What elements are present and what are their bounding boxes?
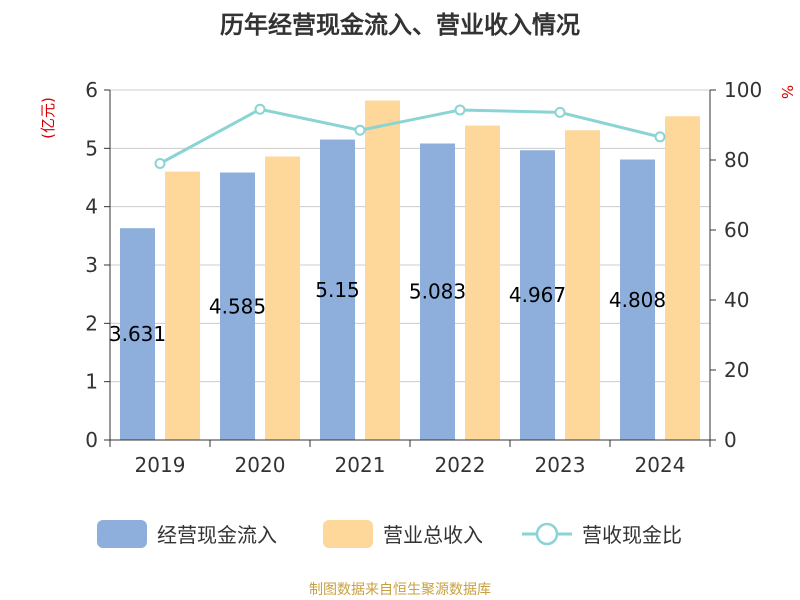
data-label: 4.967 xyxy=(509,283,566,307)
bar-cash-inflow xyxy=(120,228,155,440)
bar-revenue xyxy=(365,100,400,440)
data-label: 5.083 xyxy=(409,280,466,304)
bar-revenue xyxy=(665,116,700,440)
bar-revenue xyxy=(565,130,600,440)
x-tick-label: 2021 xyxy=(335,453,386,477)
left-tick-label: 1 xyxy=(85,370,98,394)
data-labels: 3.631 4.585 5.15 5.083 4.967 4.808 xyxy=(109,278,666,346)
left-axis-unit: (亿元) xyxy=(39,97,57,139)
ratio-point xyxy=(354,124,366,136)
legend-swatch-point xyxy=(535,522,559,546)
bar-revenue xyxy=(265,156,300,440)
left-tick-label: 5 xyxy=(85,136,98,160)
bar-revenue xyxy=(465,125,500,440)
left-tick-label: 2 xyxy=(85,311,98,335)
x-tick-label: 2023 xyxy=(535,453,586,477)
x-tick-label: 2022 xyxy=(435,453,486,477)
chart-title: 历年经营现金流入、营业收入情况 xyxy=(220,11,580,39)
right-tick-label: 80 xyxy=(724,148,749,172)
legend-swatch xyxy=(97,520,147,548)
data-label: 4.585 xyxy=(209,294,266,318)
legend-label: 营收现金比 xyxy=(582,523,682,547)
ratio-point xyxy=(454,104,466,116)
right-tick-label: 100 xyxy=(724,78,762,102)
ratio-point xyxy=(554,106,566,118)
bar-cash-inflow xyxy=(320,139,355,441)
ratio-point xyxy=(254,103,266,115)
ratio-point xyxy=(154,158,166,169)
grid-lines xyxy=(110,89,710,383)
right-axis-unit: % xyxy=(778,85,796,99)
data-label: 4.808 xyxy=(609,288,666,312)
bar-cash-inflow xyxy=(420,143,455,440)
ratio-line-path xyxy=(159,107,661,165)
legend: 经营现金流入 营业总收入 营收现金比 xyxy=(97,520,682,548)
bar-cash-inflow xyxy=(520,150,555,440)
data-label: 5.15 xyxy=(315,278,360,302)
left-tick-label: 0 xyxy=(85,428,98,452)
right-tick-label: 20 xyxy=(724,358,749,382)
left-tick-label: 4 xyxy=(85,195,98,219)
left-tick-label: 6 xyxy=(85,78,98,102)
x-tick-label: 2024 xyxy=(635,453,686,477)
x-tick-label: 2019 xyxy=(135,453,186,477)
x-tick-label: 2020 xyxy=(235,453,286,477)
data-label: 3.631 xyxy=(109,322,166,346)
left-tick-label: 3 xyxy=(85,253,98,277)
legend-swatch xyxy=(323,520,373,548)
ratio-line xyxy=(154,103,666,169)
bar-cash-inflow xyxy=(620,159,655,441)
source-note: 制图数据来自恒生聚源数据库 xyxy=(309,582,491,598)
bar-cash-inflow xyxy=(220,172,255,440)
ratio-point xyxy=(654,131,666,143)
right-tick-label: 0 xyxy=(724,428,737,452)
legend-label: 经营现金流入 xyxy=(157,523,277,547)
legend-label: 营业总收入 xyxy=(383,523,483,547)
right-tick-label: 40 xyxy=(724,288,749,312)
right-tick-label: 60 xyxy=(724,218,749,242)
bar-revenue xyxy=(165,171,200,440)
bars xyxy=(120,100,700,441)
